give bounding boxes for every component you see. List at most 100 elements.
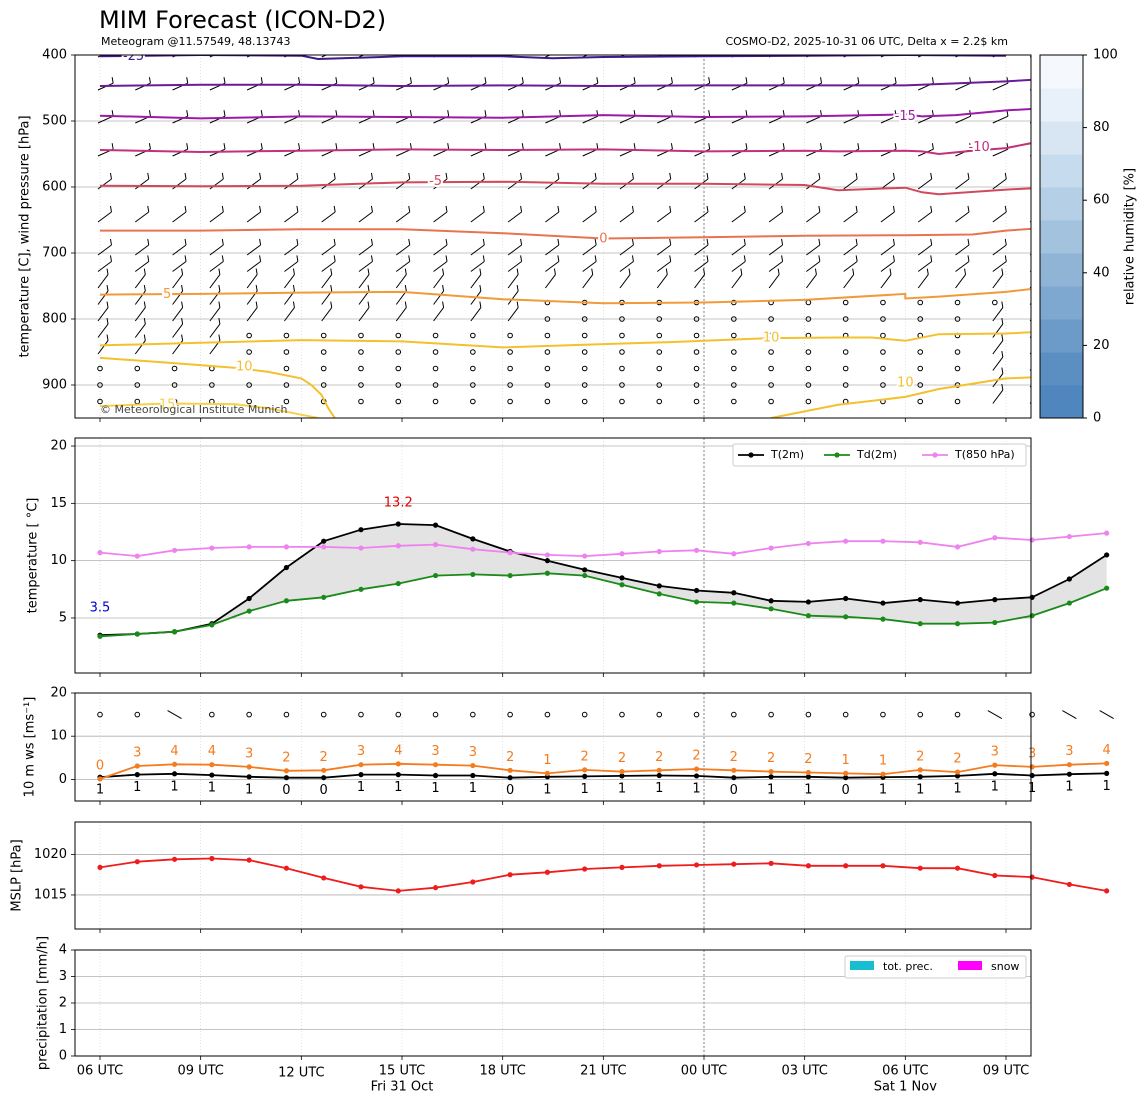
- gust-wind-point: [992, 762, 998, 768]
- wind-barb-flag: [259, 255, 262, 262]
- wind-barb-flag: [106, 268, 109, 275]
- t850-point: [358, 545, 364, 551]
- wind-barb: [582, 211, 597, 223]
- colorbar-segment: [1040, 121, 1083, 155]
- td2m-point: [880, 616, 886, 622]
- gust-wind-point: [656, 767, 662, 773]
- gust-wind-point: [768, 769, 774, 775]
- wind-barb-flag: [1117, 173, 1118, 179]
- gust-wind-point: [358, 762, 364, 768]
- mslp-point: [693, 862, 700, 868]
- wind-calm-marker: [768, 398, 774, 405]
- wind-barb-flag: [184, 172, 187, 180]
- wind-barb: [358, 211, 373, 223]
- wind-barb-flag: [820, 143, 823, 150]
- mean-wind-value-label: 1: [170, 779, 178, 794]
- t2m-point: [470, 536, 476, 542]
- wind-barb: [992, 389, 1004, 404]
- wind-calm-marker: [619, 365, 625, 372]
- wind-calm-marker: [693, 349, 700, 355]
- wind-barb: [470, 307, 482, 322]
- profile-ytick-label: 500: [42, 114, 67, 129]
- surface-wind-calm: [581, 711, 588, 718]
- surface-wind-calm: [134, 711, 141, 718]
- wind-barb: [619, 244, 634, 256]
- td2m-point: [321, 594, 327, 600]
- wind-barb: [134, 178, 150, 190]
- t850-point: [954, 544, 961, 550]
- wind-barb-flag: [292, 268, 295, 275]
- wind-barb-flag: [367, 301, 370, 308]
- surface-wind-calm: [283, 711, 290, 718]
- wind-barb-flag: [628, 268, 631, 275]
- wind-barb: [843, 178, 858, 190]
- t2m-point: [321, 538, 327, 544]
- wind-barb: [731, 82, 748, 91]
- wind-barb-flag: [743, 255, 746, 262]
- colorbar-segment: [1040, 385, 1083, 419]
- wind-barb: [992, 148, 1009, 157]
- wind-barb-flag: [818, 205, 821, 213]
- surface-wind-calm: [768, 711, 774, 718]
- isotherm-line: [100, 227, 1031, 240]
- gust-value-label: 3: [357, 744, 365, 759]
- wind-barb-flag: [670, 110, 673, 117]
- wind-barb: [246, 244, 261, 256]
- wind-barb: [209, 274, 221, 289]
- gust-wind-point: [880, 771, 886, 777]
- wind-barb-flag: [298, 77, 301, 84]
- t850-point: [321, 544, 327, 550]
- wind-barb-flag: [670, 77, 673, 84]
- wind-barb-flag: [516, 301, 519, 308]
- gust-value-label: 2: [692, 749, 700, 764]
- wind-barb-flag: [669, 172, 672, 180]
- wind-barb-flag: [410, 44, 411, 50]
- wind-barb-flag: [706, 172, 709, 180]
- mean-wind-value-label: 1: [469, 781, 477, 796]
- gust-wind-point: [1029, 764, 1035, 770]
- wind-barb-flag: [330, 301, 333, 308]
- wind-barb: [321, 261, 336, 272]
- wind-calm-marker: [507, 382, 513, 388]
- colorbar-segment: [1040, 319, 1083, 353]
- wind-barb: [955, 115, 971, 124]
- mean-wind-line: [99, 772, 1107, 779]
- wind-barb: [545, 178, 560, 190]
- wind-calm-marker: [97, 398, 103, 405]
- wind-barb: [992, 244, 1007, 256]
- wind-barb-flag: [930, 255, 933, 262]
- wind-calm-marker: [768, 316, 774, 322]
- wind-barb: [545, 261, 560, 272]
- wind-barb: [433, 178, 448, 190]
- t850-point: [693, 547, 700, 553]
- mslp-point: [283, 865, 290, 871]
- wind-barb-flag: [521, 77, 524, 84]
- mslp-point: [321, 875, 327, 881]
- wind-barb: [843, 244, 858, 256]
- wind-barb-flag: [485, 44, 486, 50]
- wind-barb-flag: [479, 284, 482, 292]
- gust-value-label: 2: [618, 751, 626, 766]
- mean-wind-point: [470, 772, 476, 779]
- wind-barb-flag: [596, 77, 599, 84]
- wind-barb: [880, 211, 895, 223]
- wind10m-axes-frame: [74, 692, 1032, 802]
- precip-ytick-label: 1: [59, 1022, 67, 1037]
- wind-barb-flag: [557, 205, 560, 213]
- wind-calm-marker: [842, 316, 849, 322]
- t850-point: [246, 544, 252, 550]
- wind-barb: [806, 115, 822, 124]
- wind-calm-marker: [693, 398, 700, 405]
- gust-value-label: 1: [543, 753, 551, 768]
- wind-barb-flag: [930, 205, 933, 213]
- wind-barb: [395, 244, 411, 256]
- wind10m-ytick-label: 20: [50, 686, 67, 701]
- wind-barb-flag: [442, 268, 445, 275]
- wind-barb-flag: [373, 44, 374, 50]
- t2m-point: [582, 567, 588, 573]
- precip-axes-frame: [74, 949, 1032, 1057]
- gust-value-label: 4: [170, 744, 178, 759]
- mean-wind-point: [693, 773, 700, 779]
- wind-calm-marker: [544, 332, 551, 339]
- wind-barb-flag: [296, 255, 299, 262]
